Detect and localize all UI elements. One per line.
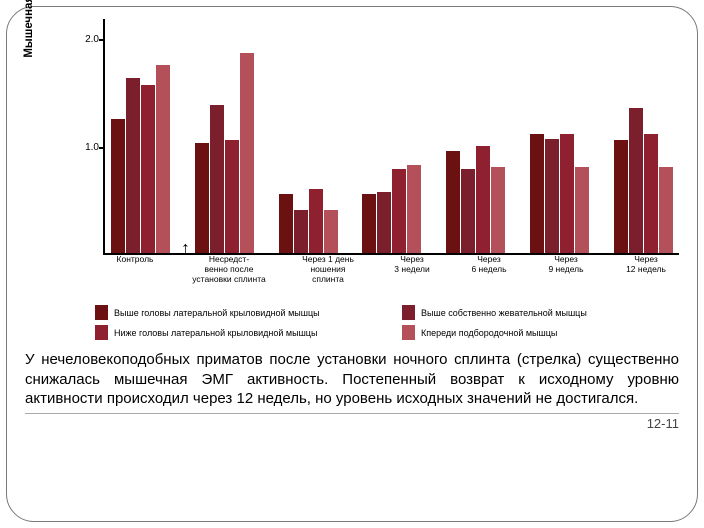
chart-zone: Мышечная ЭМГ активность ↑ КонтрольНесред… bbox=[75, 19, 679, 299]
bar bbox=[575, 167, 589, 253]
bar-group bbox=[446, 146, 505, 253]
caption-text: У нечеловекоподобных приматов после уста… bbox=[25, 350, 679, 414]
bar-group bbox=[614, 108, 673, 253]
bar bbox=[324, 210, 338, 253]
slide-frame: Мышечная ЭМГ активность ↑ КонтрольНесред… bbox=[6, 6, 698, 522]
bar bbox=[377, 192, 391, 253]
legend-swatch bbox=[95, 325, 108, 340]
legend-label: Кпереди подбородочной мышцы bbox=[421, 328, 557, 338]
bar bbox=[530, 134, 544, 253]
x-category-label: Через9 недель bbox=[542, 255, 590, 299]
bar-group bbox=[362, 165, 421, 253]
legend-swatch bbox=[402, 305, 415, 320]
page-number: 12-11 bbox=[25, 416, 679, 431]
bar bbox=[446, 151, 460, 253]
bar bbox=[644, 134, 658, 253]
legend-item: Ниже головы латеральной крыловидной мышц… bbox=[95, 325, 372, 340]
bar bbox=[126, 78, 140, 253]
x-category-label: Через3 недели bbox=[388, 255, 436, 299]
bar bbox=[476, 146, 490, 253]
x-category-label: Контроль bbox=[109, 255, 161, 299]
x-category-label: Через12 недель bbox=[619, 255, 673, 299]
bar bbox=[240, 53, 254, 253]
bar bbox=[545, 139, 559, 253]
bar bbox=[659, 167, 673, 253]
y-tick-label: 2.0 bbox=[75, 34, 99, 45]
legend-label: Выше головы латеральной крыловидной мышц… bbox=[114, 308, 320, 318]
bar bbox=[491, 167, 505, 253]
bar bbox=[560, 134, 574, 253]
chart-legend: Выше головы латеральной крыловидной мышц… bbox=[95, 305, 679, 340]
bar bbox=[614, 140, 628, 253]
legend-item: Выше головы латеральной крыловидной мышц… bbox=[95, 305, 372, 320]
bar bbox=[141, 85, 155, 253]
bar-group: ↑ bbox=[111, 65, 170, 253]
legend-swatch bbox=[402, 325, 415, 340]
y-tick-mark bbox=[99, 147, 105, 149]
bar bbox=[629, 108, 643, 253]
legend-label: Ниже головы латеральной крыловидной мышц… bbox=[114, 328, 317, 338]
bar bbox=[195, 143, 209, 253]
bar bbox=[279, 194, 293, 253]
bar bbox=[309, 189, 323, 253]
bar bbox=[407, 165, 421, 253]
bar bbox=[362, 194, 376, 253]
bar-group bbox=[195, 53, 254, 253]
bar bbox=[156, 65, 170, 253]
x-category-label: Через6 недель bbox=[465, 255, 513, 299]
legend-item: Кпереди подбородочной мышцы bbox=[402, 325, 679, 340]
bar-group bbox=[279, 189, 338, 253]
legend-item: Выше собственно жевательной мышцы bbox=[402, 305, 679, 320]
x-axis-labels: Контроль Несредст-венно послеустановки сп… bbox=[103, 255, 679, 299]
y-axis-label: Мышечная ЭМГ активность bbox=[23, 0, 35, 79]
legend-label: Выше собственно жевательной мышцы bbox=[421, 308, 587, 318]
bar-group bbox=[530, 134, 589, 253]
bar bbox=[461, 169, 475, 253]
x-category-label: Несредст-венно послеустановки сплинта bbox=[190, 255, 268, 299]
bar bbox=[392, 169, 406, 253]
bar bbox=[210, 105, 224, 253]
legend-swatch bbox=[95, 305, 108, 320]
bar bbox=[294, 210, 308, 253]
bar bbox=[111, 119, 125, 253]
chart-plot: ↑ bbox=[103, 19, 679, 255]
x-category-label: Через 1 деньношениясплинта bbox=[297, 255, 359, 299]
y-tick-mark bbox=[99, 39, 105, 41]
bar bbox=[225, 140, 239, 253]
y-tick-label: 1.0 bbox=[75, 142, 99, 153]
